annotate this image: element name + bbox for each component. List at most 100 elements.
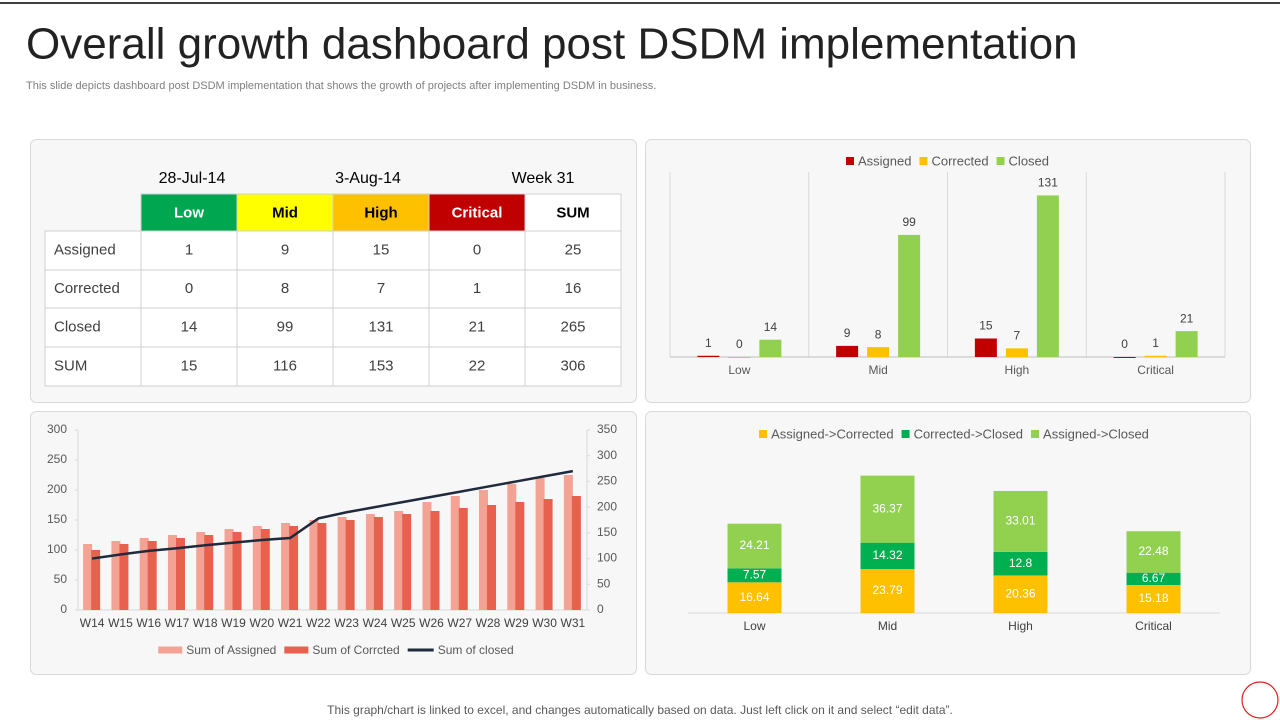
x-tick-label: W31 bbox=[561, 616, 586, 630]
bar bbox=[167, 535, 177, 610]
legend-marker bbox=[919, 157, 928, 165]
y2-tick-label: 300 bbox=[597, 448, 617, 462]
cell-value: 16 bbox=[565, 280, 582, 297]
y2-tick-label: 150 bbox=[597, 525, 617, 539]
legend-label: Sum of Corrcted bbox=[312, 643, 399, 657]
stacked-panel bbox=[645, 411, 1251, 675]
bar bbox=[232, 532, 242, 610]
x-tick-label: W23 bbox=[334, 616, 359, 630]
row-label: SUM bbox=[54, 357, 87, 374]
x-tick-label: W19 bbox=[221, 616, 246, 630]
x-tick-label: Critical bbox=[1135, 619, 1172, 633]
x-tick-label: W17 bbox=[165, 616, 190, 630]
bar bbox=[759, 339, 782, 357]
bar-segment bbox=[860, 542, 915, 570]
column-header: Mid bbox=[272, 204, 298, 221]
legend-label: Corrected bbox=[931, 153, 988, 168]
cell-value: 306 bbox=[560, 357, 585, 374]
x-tick-label: W28 bbox=[476, 616, 501, 630]
header-cell bbox=[236, 193, 334, 232]
y2-tick-label: 200 bbox=[597, 499, 617, 513]
data-label: 131 bbox=[1038, 176, 1058, 190]
row-label: Closed bbox=[54, 318, 101, 335]
data-label: 15 bbox=[979, 319, 993, 333]
data-label: 24.21 bbox=[739, 538, 769, 552]
data-label: 1 bbox=[705, 336, 712, 350]
bar bbox=[728, 357, 751, 358]
x-tick-label: W21 bbox=[278, 616, 303, 630]
data-label: 8 bbox=[875, 327, 882, 341]
data-label: 36.37 bbox=[872, 501, 902, 515]
cell-value: 22 bbox=[469, 357, 486, 374]
bar bbox=[535, 478, 545, 610]
bar-segment bbox=[993, 575, 1048, 613]
cell bbox=[428, 307, 526, 348]
bar bbox=[898, 234, 921, 357]
x-tick-label: W25 bbox=[391, 616, 416, 630]
cell-value: 116 bbox=[273, 357, 297, 374]
x-tick-label: W18 bbox=[193, 616, 218, 630]
legend-label: Sum of Assigned bbox=[186, 643, 276, 657]
data-label: 21 bbox=[1180, 311, 1194, 325]
data-label: 7 bbox=[1014, 329, 1021, 343]
data-label: 20.36 bbox=[1005, 586, 1035, 600]
data-label: 12.8 bbox=[1009, 556, 1033, 570]
cell-value: 131 bbox=[368, 318, 393, 335]
bar bbox=[479, 490, 489, 610]
bar bbox=[836, 345, 859, 357]
bar bbox=[309, 520, 319, 610]
data-label: 16.64 bbox=[739, 590, 769, 604]
bar bbox=[83, 544, 93, 610]
x-tick-label: W29 bbox=[504, 616, 529, 630]
bar bbox=[289, 526, 299, 610]
bar bbox=[422, 502, 432, 610]
bar bbox=[345, 520, 355, 610]
bar bbox=[394, 511, 404, 610]
column-header: Low bbox=[174, 204, 204, 221]
bar bbox=[337, 517, 347, 610]
data-label: 15.18 bbox=[1138, 591, 1168, 605]
cell-value: 0 bbox=[185, 280, 193, 297]
footer-note: This graph/chart is linked to excel, and… bbox=[327, 703, 953, 717]
header-cell bbox=[140, 193, 238, 232]
data-label: 6.67 bbox=[1142, 571, 1166, 585]
y-tick-label: 100 bbox=[47, 542, 67, 556]
bar bbox=[204, 535, 214, 610]
bar bbox=[1113, 357, 1136, 358]
y-tick-label: 0 bbox=[60, 602, 67, 616]
bar bbox=[563, 475, 573, 610]
x-tick-label: W22 bbox=[306, 616, 331, 630]
bar bbox=[365, 514, 375, 610]
bar bbox=[543, 499, 553, 610]
x-tick-label: High bbox=[1008, 619, 1033, 633]
corner-badge bbox=[1241, 681, 1279, 719]
y2-tick-label: 50 bbox=[597, 576, 611, 590]
row-label: Assigned bbox=[54, 241, 116, 258]
bar-segment bbox=[860, 475, 915, 543]
bar-segment bbox=[727, 523, 782, 569]
y2-tick-label: 350 bbox=[597, 422, 617, 436]
row-label-cell bbox=[44, 346, 142, 387]
cell-value: 14 bbox=[181, 318, 198, 335]
bar-segment bbox=[993, 551, 1048, 576]
x-tick-label: W20 bbox=[249, 616, 274, 630]
legend-marker bbox=[284, 646, 309, 654]
cell-value: 265 bbox=[560, 318, 585, 335]
legend-label: Assigned->Closed bbox=[1043, 426, 1149, 441]
data-label: 23.79 bbox=[872, 583, 902, 597]
cell-value: 0 bbox=[473, 241, 481, 258]
bar bbox=[252, 526, 262, 610]
bar bbox=[317, 523, 327, 610]
bar bbox=[1144, 355, 1167, 357]
legend-marker bbox=[158, 646, 183, 654]
bar bbox=[430, 511, 440, 610]
bar-segment bbox=[860, 569, 915, 613]
top-rule bbox=[0, 2, 1280, 4]
cell bbox=[236, 346, 334, 387]
x-tick-label: W14 bbox=[80, 616, 105, 630]
legend-marker bbox=[996, 157, 1005, 165]
bar bbox=[119, 544, 129, 610]
bar-segment bbox=[727, 568, 782, 583]
data-label: 14 bbox=[764, 320, 778, 334]
